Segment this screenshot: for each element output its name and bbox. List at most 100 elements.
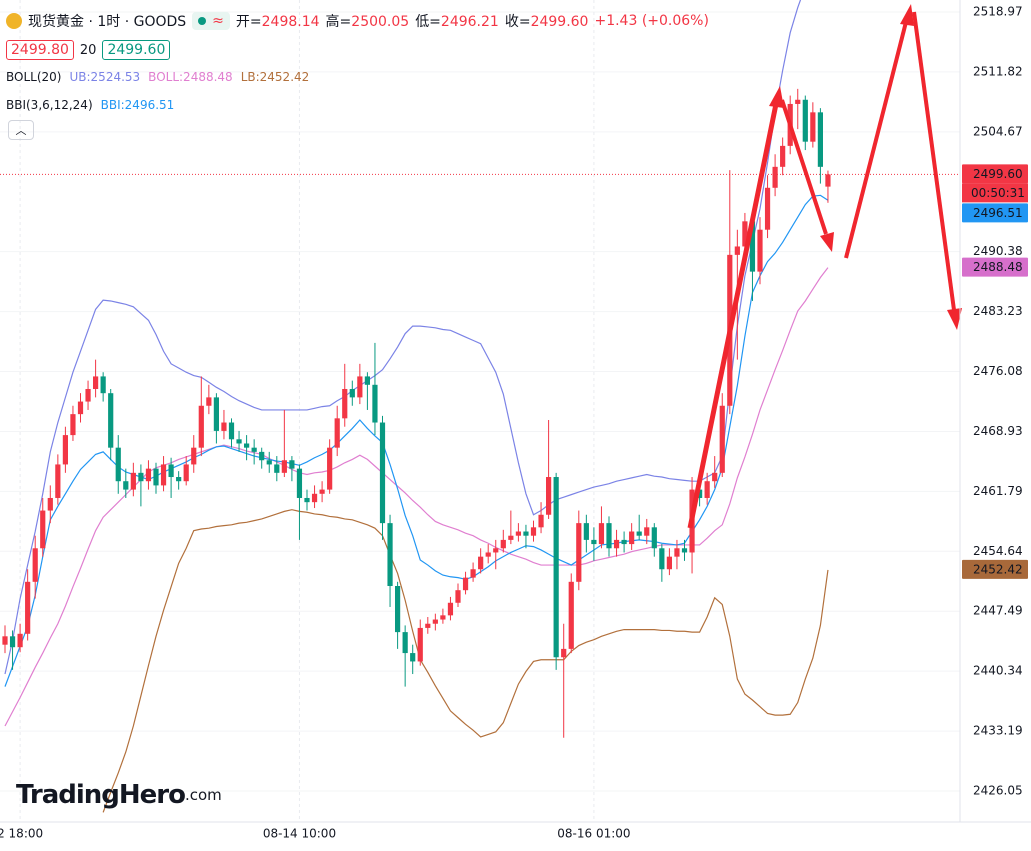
indicator-line bbox=[4, 267, 829, 727]
indicator-legend: UB:2524.53 bbox=[69, 70, 141, 84]
boll-params: BOLL(20) bbox=[6, 70, 62, 84]
x-tick-label: 08-14 10:00 bbox=[263, 827, 336, 841]
bid-button[interactable]: 2499.80 bbox=[6, 40, 74, 60]
candle-body bbox=[342, 388, 348, 419]
candle-body bbox=[251, 447, 257, 452]
candle-body bbox=[576, 523, 582, 582]
candle-body bbox=[734, 246, 740, 255]
price-tag bbox=[962, 559, 1028, 579]
arrow-line bbox=[687, 103, 779, 529]
quote-row: 2499.80 20 2499.60 bbox=[6, 40, 171, 60]
candle-body bbox=[659, 548, 665, 570]
candle-body bbox=[379, 422, 386, 524]
candle-body bbox=[85, 388, 91, 402]
candle-body bbox=[681, 548, 688, 553]
price-axis: 2518.97 2511.82 2504.67 2490.38 2483.23 2476.… bbox=[962, 4, 1028, 797]
status-dot bbox=[198, 17, 207, 25]
candle-body bbox=[176, 477, 182, 482]
y-tick-label: 2426.05 bbox=[973, 783, 1023, 797]
candle-body bbox=[17, 633, 23, 648]
candle-body bbox=[40, 510, 46, 549]
y-tick-label: 2504.67 bbox=[973, 124, 1023, 138]
candle-body bbox=[591, 539, 597, 545]
candle-body bbox=[440, 615, 446, 620]
candle-body bbox=[2, 636, 8, 645]
logo-brand: TradingHero bbox=[16, 780, 185, 810]
y-tick-label: 2511.82 bbox=[973, 64, 1023, 78]
candle-body bbox=[236, 439, 242, 444]
ohlc-label: 高= bbox=[325, 14, 352, 30]
timer-label: 00:50:31 bbox=[971, 186, 1025, 200]
candle-body bbox=[455, 590, 461, 603]
candle-body bbox=[432, 619, 438, 624]
y-tick-label: 2440.34 bbox=[973, 664, 1023, 678]
y-tick-label: 2433.19 bbox=[973, 724, 1023, 738]
price-tag-label: 2499.60 bbox=[973, 167, 1023, 181]
candle-body bbox=[130, 472, 136, 490]
candle-body bbox=[160, 464, 167, 486]
ohlc: 开=2498.14 高=2500.05 低=2496.21 收=2499.60 bbox=[236, 11, 589, 31]
price-tag-label: 2496.51 bbox=[973, 206, 1023, 220]
candle-body bbox=[289, 460, 295, 469]
candle-body bbox=[213, 397, 219, 431]
candle-body bbox=[221, 422, 227, 431]
collapse-button[interactable]: ︿ bbox=[8, 120, 34, 140]
candle-body bbox=[764, 187, 771, 230]
ohlc-label: 低= bbox=[415, 14, 441, 30]
candle-body bbox=[780, 145, 786, 167]
candle-body bbox=[613, 539, 620, 549]
logo-suffix: .com bbox=[185, 786, 222, 804]
candle-body bbox=[191, 447, 197, 465]
candle-body bbox=[62, 435, 68, 465]
candle-body bbox=[515, 531, 521, 536]
indicator-legend: BOLL:2488.48 bbox=[148, 70, 233, 84]
price-tag-label: 2452.42 bbox=[973, 562, 1023, 576]
candle-body bbox=[674, 548, 680, 557]
candle-body bbox=[304, 497, 310, 503]
y-tick-label: 2468.93 bbox=[973, 424, 1023, 438]
candle-body bbox=[447, 602, 454, 616]
ohlc-value: 2498.14 bbox=[261, 14, 320, 30]
ohlc-value: 2499.60 bbox=[530, 14, 589, 30]
x-tick-label: 2 18:00 bbox=[0, 827, 43, 841]
candle-body bbox=[410, 653, 416, 662]
candle-body bbox=[244, 443, 250, 448]
ohlc-label: 开= bbox=[235, 14, 262, 30]
candle-body bbox=[712, 472, 718, 482]
ohlc-value: 2496.21 bbox=[440, 14, 499, 30]
candle-body bbox=[606, 523, 612, 549]
candle-body bbox=[742, 221, 748, 247]
arrow-line bbox=[912, 11, 956, 311]
arrow-line bbox=[780, 99, 828, 235]
ask-button[interactable]: 2499.60 bbox=[102, 40, 171, 60]
indicator-line bbox=[102, 509, 829, 813]
spread: 20 bbox=[79, 42, 97, 58]
candle-body bbox=[651, 527, 657, 549]
candle-body bbox=[757, 229, 763, 272]
time-axis: 2 18:00 08-14 10:00 08-16 01:00 bbox=[0, 827, 631, 841]
candle-body bbox=[749, 221, 756, 272]
y-tick-label: 2447.49 bbox=[973, 604, 1023, 618]
candle-body bbox=[546, 477, 552, 515]
candle-body bbox=[810, 112, 816, 142]
candle-body bbox=[772, 166, 778, 188]
indicator-legend: LB:2452.42 bbox=[240, 70, 310, 84]
candle-body bbox=[719, 405, 725, 473]
candle-body bbox=[395, 586, 401, 633]
logo: TradingHero.com bbox=[16, 780, 222, 810]
candle-body bbox=[387, 523, 393, 587]
y-tick-label: 2483.23 bbox=[973, 304, 1023, 318]
candle-body bbox=[500, 539, 506, 549]
candle-body bbox=[274, 464, 280, 473]
price-tag bbox=[962, 257, 1028, 277]
candle-body bbox=[70, 414, 76, 436]
candle-body bbox=[108, 393, 114, 448]
candle-body bbox=[259, 451, 265, 461]
arrow-head bbox=[769, 86, 784, 108]
y-tick-label: 2454.64 bbox=[973, 544, 1023, 558]
price-tag bbox=[962, 203, 1028, 223]
arrow-head bbox=[820, 232, 834, 252]
candle-body bbox=[817, 112, 823, 167]
indicator-line bbox=[4, 194, 829, 687]
